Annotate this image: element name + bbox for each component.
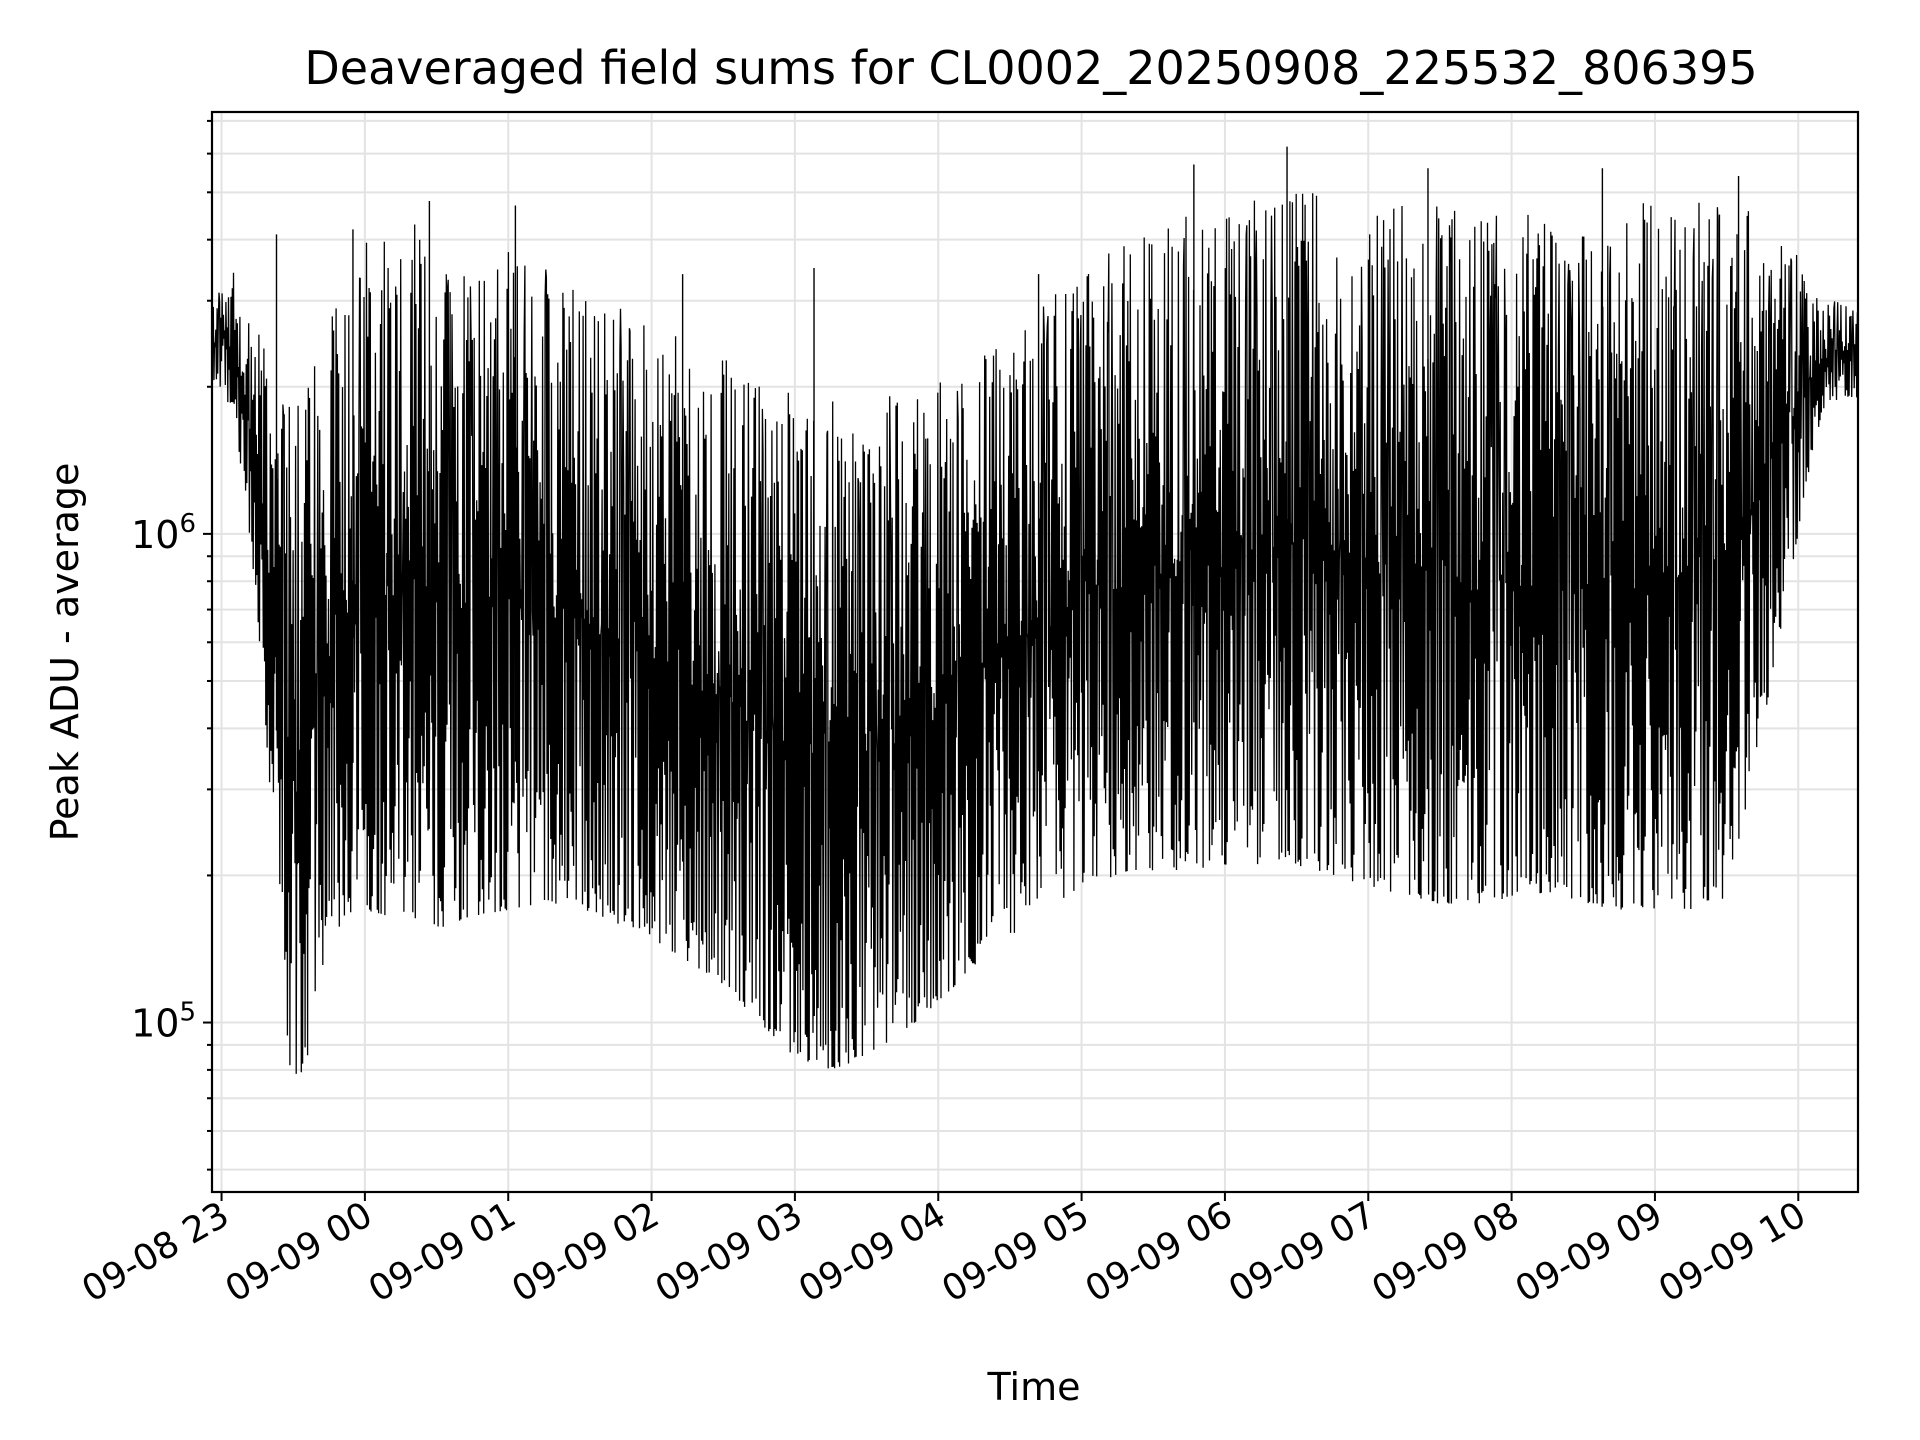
plot-frame [210, 110, 1860, 1194]
series-line [211, 146, 1859, 1074]
y-tick-label: 105 [131, 998, 196, 1046]
series-path [211, 193, 1859, 1074]
y-axis-label: Peak ADU - average [43, 463, 87, 842]
y-tick-label: 106 [131, 509, 196, 557]
chart-title: Deaveraged field sums for CL0002_2025090… [304, 41, 1757, 95]
x-axis-label: Time [987, 1365, 1081, 1409]
